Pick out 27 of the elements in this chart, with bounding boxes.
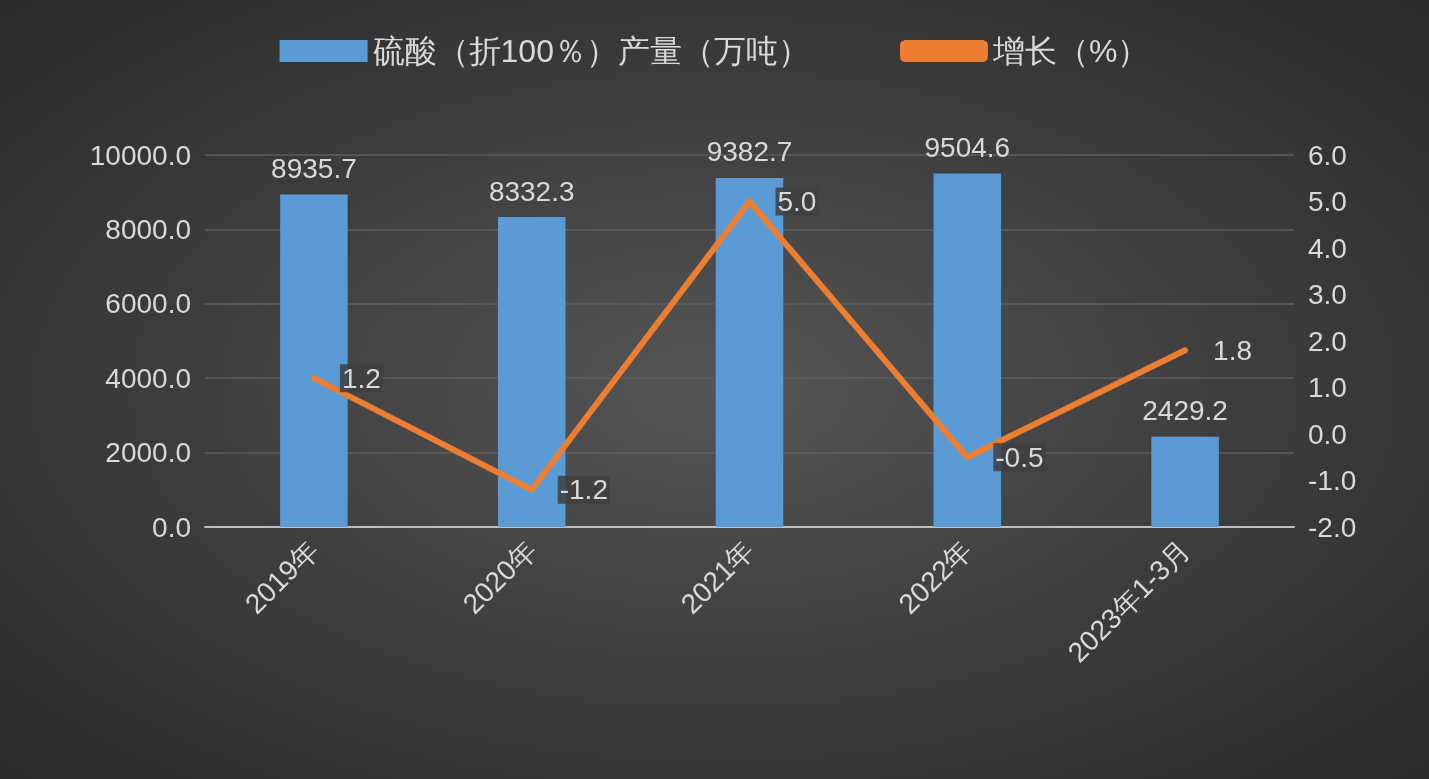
data-label: 9504.6	[924, 131, 1011, 163]
y-tick-label: 6000.0	[105, 288, 191, 320]
legend-label: 硫酸（折100％）产量（万吨）	[372, 33, 810, 69]
y2-tick-label: -2.0	[1308, 511, 1357, 543]
data-label: 5.0	[777, 186, 817, 217]
data-label: 2429.2	[1142, 395, 1228, 427]
data-label: 1.8	[1213, 334, 1253, 366]
y-tick-label: 0.0	[152, 511, 191, 543]
legend-label: 增长（%）	[991, 33, 1150, 69]
data-label: 8935.7	[271, 153, 357, 185]
y2-tick-label: 3.0	[1308, 279, 1347, 310]
y-tick-label: 4000.0	[105, 362, 191, 394]
y2-tick-label: 1.0	[1308, 372, 1347, 403]
data-label: -0.5	[995, 441, 1044, 473]
y2-tick-label: 4.0	[1308, 232, 1347, 264]
data-label: 1.2	[341, 362, 381, 394]
y-tick-label: 2000.0	[105, 437, 191, 469]
y2-tick-label: 5.0	[1308, 186, 1347, 217]
y-tick-label: 10000.0	[89, 139, 191, 171]
y2-tick-label: 6.0	[1308, 139, 1347, 171]
data-label: -1.2	[559, 474, 608, 506]
y-tick-label: 8000.0	[105, 213, 191, 245]
y2-tick-label: 2.0	[1308, 325, 1347, 357]
y2-tick-label: 0.0	[1308, 418, 1347, 450]
data-label: 8332.3	[488, 175, 575, 207]
y2-tick-label: -1.0	[1308, 465, 1357, 496]
data-label: 9382.7	[706, 136, 793, 168]
